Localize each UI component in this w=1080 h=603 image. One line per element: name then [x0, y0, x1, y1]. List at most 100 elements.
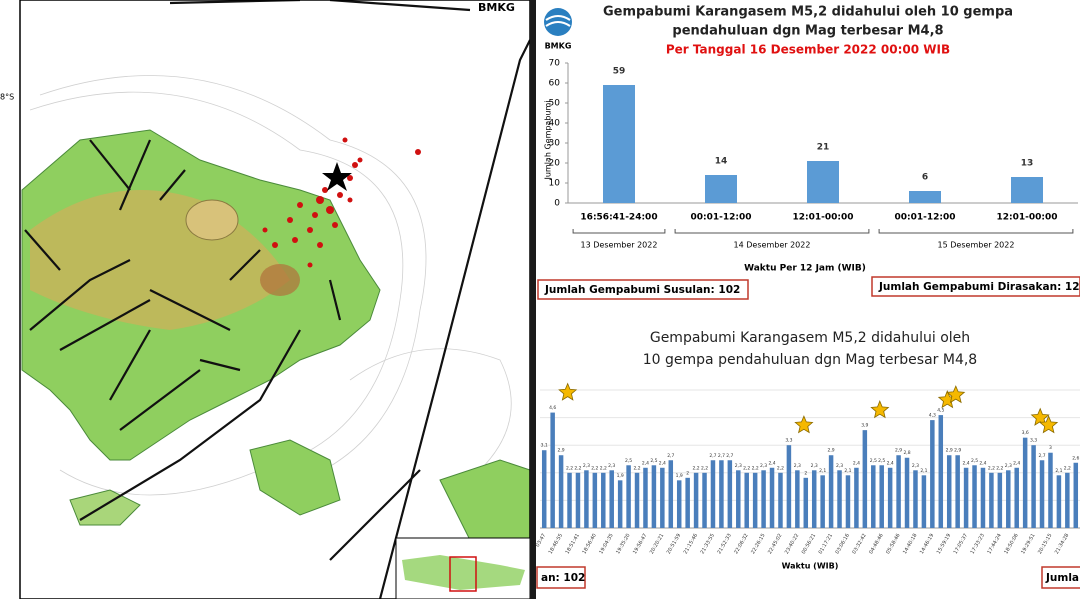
data-label: 2,4 — [768, 460, 775, 466]
chart-title: Gempabumi Karangasem M5,2 didahului oleh — [650, 330, 970, 346]
bar — [1014, 467, 1019, 528]
bar — [795, 470, 800, 528]
mainshock-star — [322, 162, 352, 191]
bar — [837, 470, 842, 528]
data-label: 13 — [1021, 159, 1034, 169]
data-label: 4,6 — [549, 405, 556, 411]
bar — [550, 412, 555, 528]
divider — [530, 0, 536, 599]
summary-text: an: 102 — [541, 572, 585, 584]
summary-text: Jumlah Gempabumi Susulan: 102 — [544, 284, 740, 296]
bar — [592, 472, 598, 528]
bar — [1065, 472, 1070, 528]
highlight-star — [870, 400, 890, 419]
bar — [938, 415, 944, 528]
summary-box — [536, 566, 586, 589]
bar — [567, 472, 572, 528]
bar — [972, 465, 977, 528]
x-axis-label: Waktu Per 12 Jam (WIB) — [744, 264, 866, 274]
bar — [820, 475, 825, 528]
bar — [862, 430, 868, 528]
map: BMKG 8°S — [0, 0, 531, 600]
data-label: 2,9 — [946, 448, 953, 454]
bar — [601, 472, 606, 528]
y-axis-label: Jumlah Gempabumi — [544, 100, 553, 180]
bar — [1022, 437, 1028, 528]
data-label: 2,2 — [574, 465, 581, 471]
summary-box — [871, 276, 1080, 297]
data-label: 2,9 — [558, 448, 565, 454]
inset-land — [402, 555, 525, 590]
bar — [719, 460, 724, 528]
data-label: 2,2 — [591, 465, 598, 471]
data-label: 1,9 — [617, 473, 624, 479]
volcano — [260, 264, 300, 296]
y-tick-label: 70 — [549, 59, 561, 69]
data-label: 2,1 — [920, 468, 927, 474]
y-tick-label: 20 — [549, 159, 561, 169]
bar — [955, 455, 960, 528]
summary-box — [1041, 566, 1080, 589]
data-label: 2,2 — [633, 465, 640, 471]
bar — [803, 477, 809, 528]
data-label: 4,3 — [929, 413, 936, 419]
bar — [871, 465, 876, 528]
chart-title: pendahuluan dgn Mag terbesar M4,8 — [672, 24, 943, 39]
data-label: 14 — [715, 157, 728, 167]
data-label: 2,5 — [878, 458, 885, 464]
y-tick-label: 30 — [549, 139, 561, 149]
data-label: 2,3 — [794, 463, 801, 469]
bar — [930, 420, 935, 528]
bar — [921, 475, 927, 528]
data-label: 2,4 — [1013, 460, 1020, 466]
bar — [668, 460, 674, 528]
bar — [1006, 470, 1011, 528]
data-label: 2,7 — [726, 453, 733, 459]
bar — [1056, 475, 1062, 528]
bar — [705, 175, 737, 203]
group-bracket — [878, 229, 1074, 234]
data-label: 2,2 — [693, 465, 700, 471]
x-tick-label: 00:01-12:00 — [894, 213, 955, 223]
bar — [904, 457, 910, 528]
data-label: 59 — [613, 67, 626, 77]
data-label: 3,9 — [861, 423, 868, 429]
bar — [778, 472, 783, 528]
group-label: 13 Desember 2022 — [581, 241, 658, 250]
data-label: 2,2 — [988, 465, 995, 471]
bar — [1031, 445, 1036, 528]
data-label: 21 — [817, 143, 830, 153]
data-label: 2,7 — [667, 453, 674, 459]
y-tick-label: 0 — [554, 199, 560, 209]
data-label: 2 — [804, 470, 807, 476]
chart-subtitle: Per Tanggal 16 Desember 2022 00:00 WIB — [666, 43, 950, 57]
chart-title: Gempabumi Karangasem M5,2 didahului oleh… — [603, 5, 1013, 20]
bar — [909, 191, 941, 203]
bar — [854, 467, 859, 528]
data-label: 2,4 — [963, 460, 970, 466]
volcano — [185, 199, 239, 241]
epicenters — [262, 137, 421, 268]
bathymetry — [29, 75, 512, 496]
bar — [946, 455, 952, 528]
data-label: 2,2 — [600, 465, 607, 471]
data-label: 2,3 — [836, 463, 843, 469]
bar — [761, 470, 766, 528]
highlight-star — [794, 415, 814, 434]
data-label: 3,6 — [1022, 430, 1029, 436]
data-label: 2,1 — [1055, 468, 1062, 474]
data-label: 2,2 — [701, 465, 708, 471]
data-label: 2,3 — [760, 463, 767, 469]
bar — [609, 470, 614, 528]
data-label: 2,2 — [566, 465, 573, 471]
faults — [24, 0, 531, 600]
bar — [634, 472, 640, 528]
highlight-star — [1030, 407, 1050, 426]
latitude-label: 8°S — [0, 93, 14, 102]
bar — [651, 465, 657, 528]
x-tick-label: 00:01-12:00 — [690, 213, 751, 223]
y-tick-label: 10 — [549, 179, 561, 189]
bar — [558, 455, 564, 528]
data-label: 2,7 — [709, 453, 716, 459]
bar — [980, 467, 986, 528]
